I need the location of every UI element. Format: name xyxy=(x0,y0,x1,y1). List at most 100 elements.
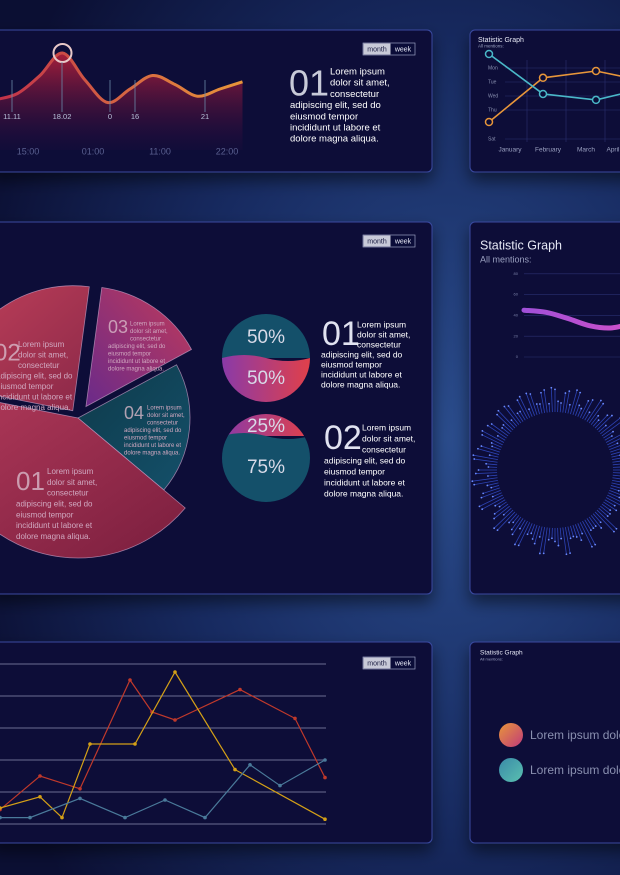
burst-ray xyxy=(493,505,510,519)
paragraph-line: incididunt ut labore et xyxy=(124,443,181,449)
burst-dot xyxy=(579,391,582,394)
series-point xyxy=(173,670,177,674)
series-point xyxy=(323,817,327,821)
paragraph-line: eiusmod tempor xyxy=(290,111,358,122)
burst-dot xyxy=(491,495,494,498)
paragraph-line: eiusmod tempor xyxy=(321,359,382,369)
burst-dot xyxy=(572,535,575,538)
burst-dot xyxy=(560,402,562,404)
segment-number: 02 xyxy=(0,339,21,366)
series-point xyxy=(238,687,242,692)
burst-dot xyxy=(481,430,484,432)
burst-ray xyxy=(482,430,505,443)
burst-ray xyxy=(608,492,620,498)
burst-ray xyxy=(491,442,502,448)
burst-dot xyxy=(609,512,611,515)
burst-ray xyxy=(487,482,499,486)
burst-dot xyxy=(569,537,572,540)
series-point xyxy=(591,95,601,105)
burst-dot xyxy=(514,543,516,546)
burst-dot xyxy=(482,492,485,495)
y-tick-label: 80 xyxy=(514,271,519,276)
burst-dot xyxy=(473,458,476,460)
burst-dot xyxy=(594,525,597,527)
panel-title: Statistic Graph xyxy=(480,238,562,252)
burst-ray xyxy=(528,409,533,417)
paragraph-line: incididunt ut labore et xyxy=(0,393,73,402)
burst-dot xyxy=(542,552,545,555)
stat-curve xyxy=(521,307,620,331)
burst-ray xyxy=(491,446,501,450)
wave-area xyxy=(0,52,243,150)
burst-dot xyxy=(578,404,581,407)
burst-ray xyxy=(519,396,531,418)
burst-dot xyxy=(481,434,484,436)
series-point xyxy=(78,796,82,801)
burst-dot xyxy=(502,424,505,426)
burst-dot xyxy=(501,426,504,429)
burst-dot xyxy=(539,403,541,405)
burst-ray xyxy=(499,501,507,507)
big-number: 01 xyxy=(289,63,329,104)
burst-ray xyxy=(590,515,602,529)
y-tick-label: 60 xyxy=(514,292,519,297)
segment-number: 01 xyxy=(16,466,45,496)
tab: month xyxy=(367,46,387,53)
paragraph-line: consectetur xyxy=(18,361,60,370)
burst-ray xyxy=(550,387,553,413)
burst-dot xyxy=(485,462,488,465)
burst-dot xyxy=(531,538,534,540)
burst-dot xyxy=(606,414,609,417)
gauge-bottom xyxy=(222,433,310,502)
burst-dot xyxy=(478,505,481,508)
burst-ray xyxy=(570,390,578,415)
series-point xyxy=(538,73,548,83)
paragraph-line: consectetur xyxy=(130,337,161,343)
burst-dot xyxy=(507,405,510,407)
burst-ray xyxy=(612,466,620,468)
burst-dot xyxy=(580,539,583,542)
burst-dot xyxy=(488,454,491,456)
paragraph-line: dolore magna aliqua. xyxy=(321,379,400,389)
burst-dot xyxy=(611,414,613,417)
burst-dot xyxy=(540,391,542,394)
burst-dot xyxy=(538,552,541,555)
burst-dot xyxy=(517,544,520,547)
burst-dot xyxy=(554,388,556,391)
burst-ray xyxy=(562,393,566,413)
burst-dot xyxy=(486,484,489,487)
burst-ray xyxy=(473,454,499,461)
burst-ray xyxy=(487,425,507,439)
burst-dot xyxy=(493,512,496,515)
panel-subtitle: All mentions: xyxy=(480,254,532,264)
series-point xyxy=(60,815,64,820)
burst-ray xyxy=(612,474,620,477)
burst-dot xyxy=(529,393,532,395)
burst-ray xyxy=(477,448,500,455)
burst-ray xyxy=(492,492,502,497)
panel-subtitle: All mentions: xyxy=(480,657,503,662)
burst-dot xyxy=(487,466,490,468)
time-label: 11:00 xyxy=(149,146,171,156)
burst-dot xyxy=(569,552,571,555)
burst-dot xyxy=(615,527,618,530)
burst-ray xyxy=(608,442,618,448)
burst-dot xyxy=(580,407,583,410)
burst-ray xyxy=(494,503,509,515)
burst-dot xyxy=(609,509,612,511)
burst-ray xyxy=(605,434,620,443)
burst-dot xyxy=(600,399,602,402)
burst-ray xyxy=(598,425,607,433)
burst-ray xyxy=(540,392,546,414)
burst-ray xyxy=(536,403,540,415)
burst-ray xyxy=(610,485,620,489)
burst-ray xyxy=(564,526,571,554)
burst-ray xyxy=(584,412,590,421)
segment-number: 03 xyxy=(108,317,128,337)
paragraph-line: dolor sit amet, xyxy=(362,433,415,443)
burst-ray xyxy=(481,497,505,510)
burst-ray xyxy=(586,518,594,529)
burst-ray xyxy=(567,526,571,539)
burst-ray xyxy=(610,448,620,453)
marker-label: 0 xyxy=(108,112,112,121)
